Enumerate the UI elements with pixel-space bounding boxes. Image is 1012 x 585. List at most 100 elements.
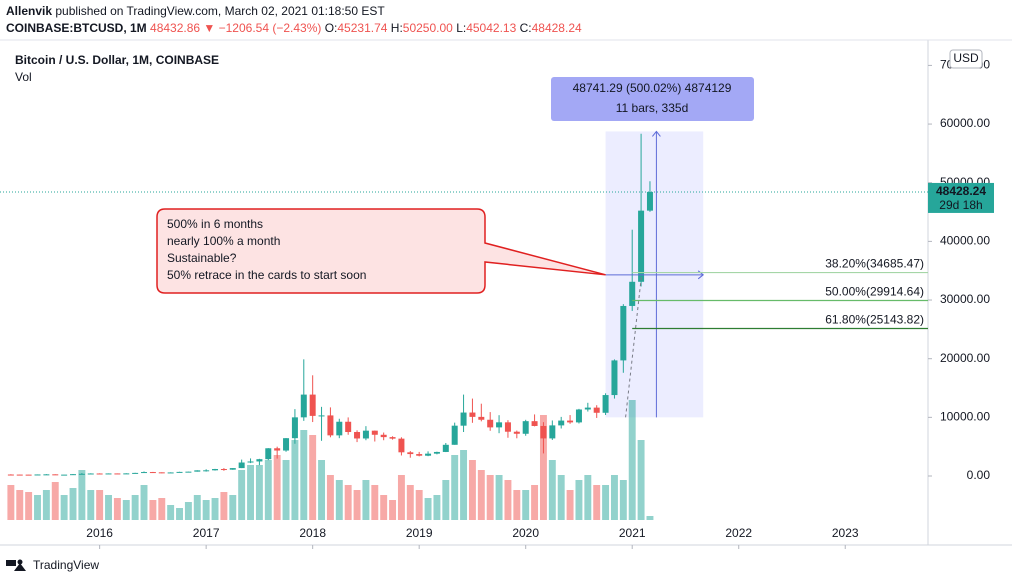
fib-label: 61.80%(25143.82) bbox=[825, 313, 924, 327]
callout-text: 50% retrace in the cards to start soon bbox=[167, 268, 366, 282]
volume-bar bbox=[637, 440, 645, 520]
volume-bar bbox=[318, 460, 326, 520]
volume-bar bbox=[557, 475, 565, 520]
volume-bar bbox=[291, 440, 299, 520]
callout-text: 500% in 6 months bbox=[167, 217, 263, 231]
volume-bar bbox=[300, 430, 308, 520]
y-tick-label: 0.00 bbox=[967, 468, 991, 482]
candle-body bbox=[398, 438, 405, 453]
volume-bar bbox=[584, 475, 592, 520]
volume-bar bbox=[335, 480, 343, 520]
footer-logo bbox=[6, 559, 26, 571]
volume-bar bbox=[477, 470, 485, 520]
volume-bar bbox=[247, 465, 254, 520]
volume-bar bbox=[504, 480, 512, 520]
volume-bar bbox=[602, 485, 610, 520]
candle-body bbox=[318, 415, 325, 417]
author: Allenvik bbox=[6, 4, 52, 18]
volume-bar bbox=[78, 470, 86, 520]
currency-box[interactable] bbox=[949, 49, 983, 69]
volume-bar bbox=[389, 500, 397, 520]
callout-text: nearly 100% a month bbox=[167, 234, 280, 248]
candle-body bbox=[540, 425, 547, 439]
candle-body bbox=[52, 474, 59, 476]
candle-body bbox=[646, 191, 653, 211]
volume-bar bbox=[353, 490, 361, 520]
candle-body bbox=[522, 421, 529, 434]
volume-bar bbox=[309, 435, 317, 520]
callout-box bbox=[156, 208, 606, 294]
logo-shape bbox=[14, 563, 26, 571]
volume-bar bbox=[548, 460, 556, 520]
header-line: Allenvik published on TradingView.com, M… bbox=[6, 4, 385, 18]
volume-bar bbox=[397, 475, 405, 520]
y-tick-label: 20000.00 bbox=[940, 351, 990, 365]
candle-body bbox=[25, 474, 32, 476]
volume-bar bbox=[255, 465, 263, 520]
x-tick-label: 2020 bbox=[512, 526, 539, 540]
volume-bar bbox=[184, 502, 192, 520]
volume-bar bbox=[105, 495, 112, 520]
volume-bar bbox=[69, 488, 77, 520]
candle-body bbox=[283, 438, 290, 451]
logo-shape bbox=[17, 559, 23, 565]
candle-body bbox=[43, 474, 50, 476]
candle-body bbox=[416, 454, 423, 456]
volume-bar bbox=[176, 508, 183, 520]
candle-body bbox=[478, 416, 485, 420]
candle-body bbox=[433, 451, 440, 454]
candle-body bbox=[274, 448, 281, 451]
l-key: L: bbox=[456, 21, 466, 35]
candle-body bbox=[158, 472, 165, 474]
h: 50250.00 bbox=[403, 21, 453, 35]
l: 45042.13 bbox=[466, 21, 516, 35]
volume-bar bbox=[51, 482, 59, 520]
c: 48428.24 bbox=[532, 21, 582, 35]
volume-bar bbox=[513, 490, 521, 520]
candle-body bbox=[185, 471, 192, 473]
volume-bar bbox=[415, 490, 423, 520]
currency: USD bbox=[953, 51, 979, 65]
brand: TradingView bbox=[33, 558, 99, 572]
volume-bar bbox=[326, 475, 334, 520]
candle-body bbox=[584, 407, 591, 410]
chart-title: Bitcoin / U.S. Dollar, 1M, COINBASE bbox=[15, 53, 219, 67]
candle-body bbox=[451, 425, 458, 445]
volume-bar bbox=[522, 490, 530, 520]
volume-bar bbox=[619, 480, 627, 520]
volume-bar bbox=[460, 450, 468, 520]
candle-body bbox=[496, 422, 503, 428]
volume-bar bbox=[149, 500, 157, 520]
candle-body bbox=[354, 432, 361, 439]
measure-arrow-head bbox=[652, 130, 661, 137]
volume-bar bbox=[610, 475, 618, 520]
h-key: H: bbox=[391, 21, 403, 35]
candle-body bbox=[114, 473, 121, 475]
countdown: 29d 18h bbox=[939, 198, 982, 212]
volume-bar bbox=[531, 485, 539, 520]
candle-body bbox=[87, 473, 94, 475]
last-price-label: 48428.24 bbox=[936, 184, 986, 198]
volume-bar bbox=[193, 495, 201, 520]
volume-bar bbox=[566, 490, 574, 520]
volume-bar bbox=[406, 485, 414, 520]
volume-bar bbox=[539, 415, 547, 520]
candle-body bbox=[96, 473, 103, 475]
volume-bar bbox=[468, 460, 476, 520]
volume-bar bbox=[344, 485, 352, 520]
volume-bar bbox=[140, 485, 148, 520]
candle-body bbox=[513, 431, 520, 434]
volume-bar bbox=[34, 495, 41, 520]
candle-body bbox=[265, 448, 272, 460]
y-tick-label: 60000.00 bbox=[940, 116, 990, 130]
candle-body bbox=[567, 420, 574, 423]
volume-bar bbox=[122, 500, 130, 520]
candle-body bbox=[247, 461, 254, 463]
x-tick-label: 2018 bbox=[299, 526, 326, 540]
o: 45231.74 bbox=[337, 21, 387, 35]
candle-body bbox=[220, 469, 227, 471]
volume-bar bbox=[451, 455, 459, 520]
candle-body bbox=[638, 210, 645, 282]
candle-body bbox=[256, 459, 263, 462]
candle-body bbox=[487, 419, 494, 428]
